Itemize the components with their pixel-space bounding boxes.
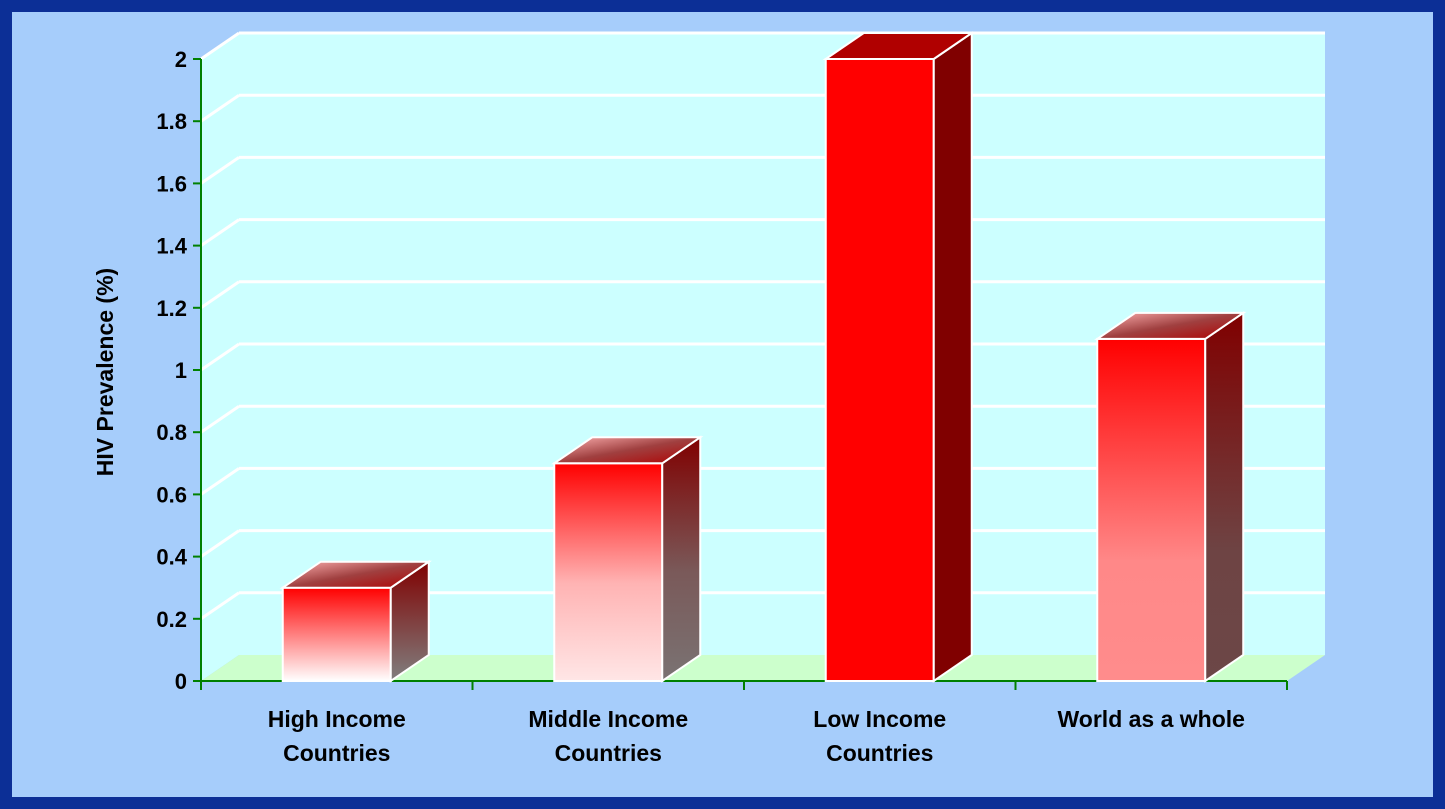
y-tick-label: 0.8 (156, 420, 187, 445)
bar-top (822, 32, 975, 60)
gridline-side (200, 218, 240, 247)
bar-side (932, 31, 973, 683)
y-axis-title: HIV Prevalence (%) (92, 268, 118, 476)
x-category-label: Middle Income Countries (528, 706, 688, 766)
bar (281, 586, 392, 683)
y-tick-label: 1 (175, 358, 187, 383)
bar-side (1204, 311, 1245, 683)
y-tick-label: 1.6 (156, 171, 187, 196)
y-tick-label: 0.2 (156, 607, 187, 632)
y-tick-label: 0 (175, 669, 187, 694)
bar-top (551, 436, 704, 465)
y-tick-label: 0.6 (156, 482, 187, 507)
bar (824, 58, 935, 682)
bar (1096, 337, 1207, 682)
gridline-side (200, 404, 240, 434)
x-category-label: Low Income Countries (813, 706, 946, 766)
y-tick-label: 2 (175, 47, 187, 72)
bar-side (661, 435, 702, 683)
y-tick-label: 0.4 (156, 545, 187, 570)
gridline-side (200, 93, 240, 123)
x-category-label: High Income Countries (268, 706, 406, 766)
gridline-side (200, 156, 240, 185)
gridline-side (200, 591, 240, 621)
plot-floor (201, 655, 1325, 681)
y-tick-label: 1.4 (156, 234, 187, 259)
gridline-side (200, 529, 240, 558)
bar-top (279, 560, 432, 589)
hiv-prevalence-chart: 0 0.2 0.4 0.6 0.8 1 1.2 1.4 1.6 1.8 2 HIV Prevalenc… (92, 31, 1325, 766)
x-category-label: World as a whole (1058, 706, 1245, 732)
slide-background: 0 0.2 0.4 0.6 0.8 1 1.2 1.4 1.6 1.8 2 HIV Prevalenc… (12, 12, 1433, 797)
gridline-side (200, 467, 240, 496)
bar (553, 462, 664, 682)
y-tick-label: 1.2 (156, 296, 187, 321)
y-tick-label: 1.8 (156, 109, 187, 134)
gridline-side (200, 342, 240, 372)
bar-top (1094, 311, 1247, 340)
gridline-side (200, 280, 240, 310)
gridline-side (200, 31, 240, 61)
